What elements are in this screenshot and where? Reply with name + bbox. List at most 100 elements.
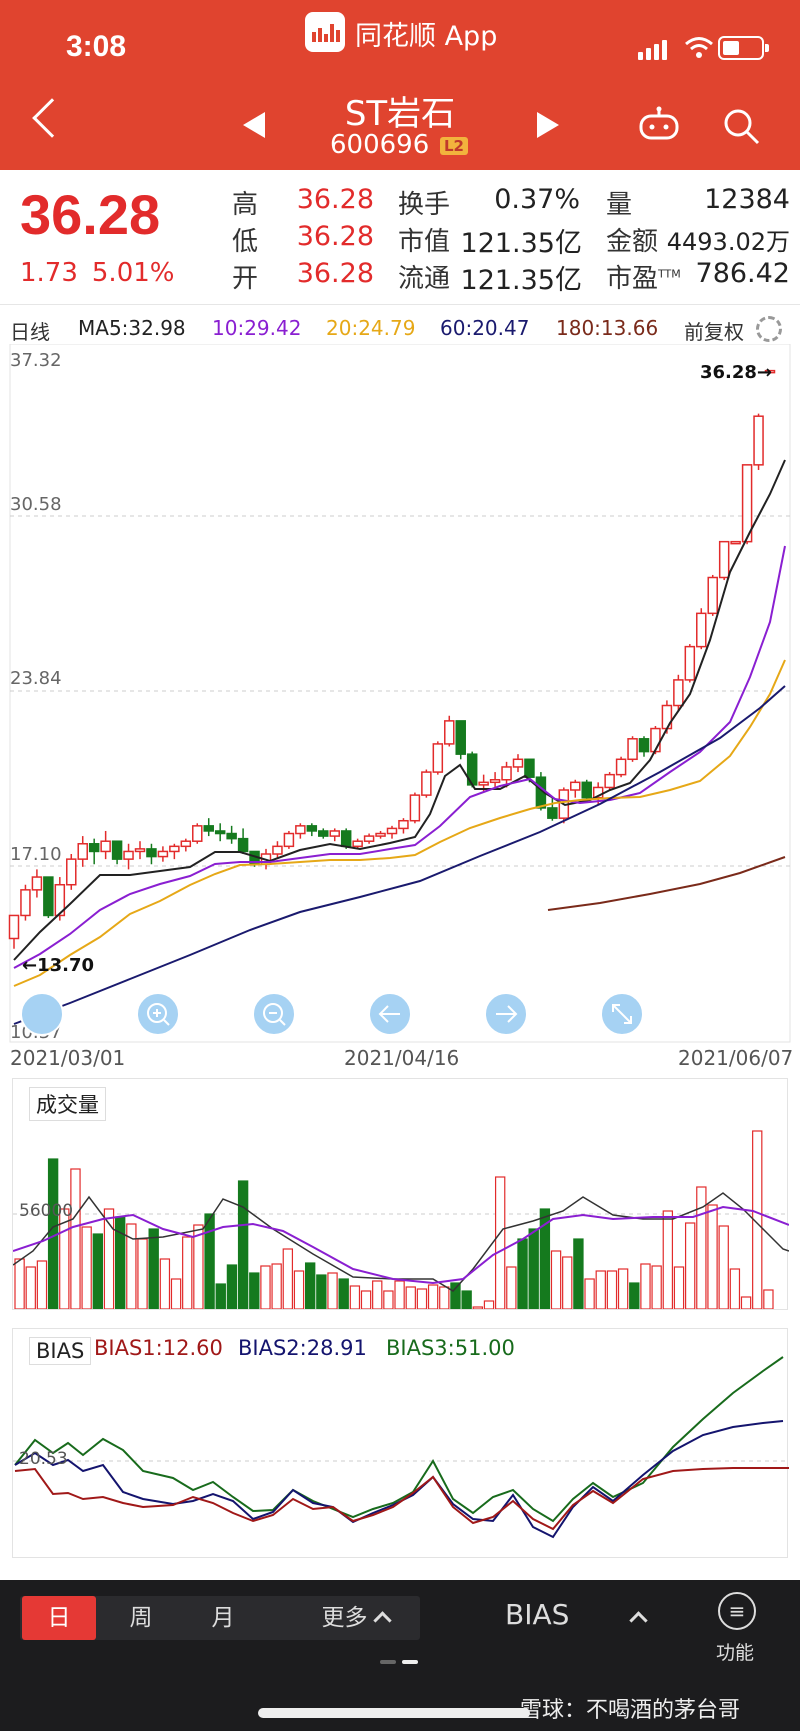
high-value: 36.28 (296, 184, 374, 215)
app-logo-icon (305, 12, 345, 52)
volume-bar (595, 1270, 606, 1309)
volume-bar (606, 1270, 618, 1309)
candle-body (352, 840, 363, 848)
volume-bar (573, 1238, 584, 1309)
volume-bar (617, 1268, 629, 1309)
wifi-icon (685, 37, 713, 58)
candle-body (409, 794, 421, 822)
volume-title: 成交量 (29, 1087, 106, 1121)
candle-body (627, 738, 638, 761)
settings-gear-icon[interactable] (756, 316, 782, 342)
candle-body (88, 843, 100, 853)
period-day-tab[interactable]: 日 (22, 1596, 96, 1640)
adjust-mode-label[interactable]: 前复权 (684, 320, 744, 344)
app-header: 3:08 同花顺 App ST岩石 600696 L2 (0, 0, 800, 170)
candle-body (169, 845, 180, 853)
market-cap-value: 121.35亿 (460, 228, 582, 259)
low-value: 36.28 (296, 221, 374, 252)
indicator-chevron-up-icon[interactable] (629, 1611, 648, 1630)
prev-stock-icon[interactable] (243, 112, 265, 138)
volume-value: 12384 (704, 184, 790, 215)
candle-body (180, 840, 192, 848)
float-cap-value: 121.35亿 (460, 265, 582, 296)
volume-bar (372, 1280, 383, 1309)
candle-body (432, 743, 444, 773)
bias2-label: BIAS2:28.91 (238, 1336, 367, 1360)
candle-body (455, 720, 466, 755)
candle-body (489, 779, 501, 784)
period-week-tab[interactable]: 周 (129, 1605, 153, 1631)
change-percent: 5.01% (91, 258, 175, 288)
low-label: 低 (232, 227, 259, 257)
date-start: 2021/03/01 (10, 1046, 126, 1070)
volume-bar (752, 1130, 763, 1309)
period-month-tab[interactable]: 月 (211, 1605, 235, 1631)
zoom-in-icon[interactable] (136, 992, 180, 1036)
candle-body (192, 825, 203, 842)
low-price-marker: ←13.70 (22, 955, 94, 976)
float-cap-label: 流通 (398, 264, 451, 294)
candle-body (295, 825, 306, 835)
candle-body (123, 850, 134, 860)
candle-body (77, 843, 88, 860)
volume-bar (684, 1222, 696, 1309)
volume-bar (483, 1300, 495, 1309)
home-indicator (258, 1708, 530, 1718)
candle-body (8, 914, 20, 940)
function-label[interactable]: 功能 (716, 1642, 755, 1664)
volume-bar (293, 1270, 305, 1309)
volume-panel[interactable]: 成交量 56000 (12, 1078, 789, 1310)
back-icon[interactable] (32, 98, 72, 138)
next-stock-icon[interactable] (537, 112, 559, 138)
volume-bar (640, 1263, 651, 1309)
candle-body (31, 876, 43, 891)
indicator-select-button[interactable]: BIAS (505, 1598, 570, 1631)
candle-body (375, 832, 386, 837)
volume-bar (629, 1282, 640, 1309)
pan-right-icon[interactable] (484, 992, 528, 1036)
grid-lines (10, 515, 790, 867)
period-label[interactable]: 日线 (10, 320, 50, 344)
candle-body (501, 766, 512, 781)
volume-bar (349, 1285, 361, 1309)
stock-code: 600696 (330, 130, 430, 160)
candle-body (157, 850, 169, 858)
volume-bar (763, 1289, 774, 1309)
bias-panel[interactable]: BIAS 20.53 (12, 1328, 789, 1558)
candle-body (214, 830, 226, 835)
candle-body (283, 832, 295, 848)
crosshair-tool-icon[interactable] (20, 992, 64, 1036)
fullscreen-icon[interactable] (600, 992, 644, 1036)
zoom-out-icon[interactable] (252, 992, 296, 1036)
robot-assistant-icon[interactable] (638, 106, 680, 142)
candle-body (524, 758, 535, 778)
volume-bar (506, 1266, 517, 1309)
ma180-label: 180:13.66 (556, 316, 659, 340)
l2-badge[interactable]: L2 (440, 137, 468, 155)
date-end: 2021/06/07 (678, 1046, 794, 1070)
volume-bar (215, 1283, 226, 1309)
volume-bar (707, 1204, 718, 1309)
y-label-4: 17.10 (10, 844, 62, 865)
divider (0, 304, 800, 305)
volume-bar (249, 1272, 260, 1309)
candle-body (20, 889, 31, 917)
volume-level-label: 56000 (19, 1201, 74, 1221)
search-icon[interactable] (721, 106, 761, 146)
menu-icon[interactable]: ≡ (718, 1592, 756, 1630)
y-label-top: 37.32 (10, 350, 62, 371)
volume-bar (338, 1278, 349, 1309)
candle-body (661, 704, 673, 730)
stock-name: ST岩石 (344, 94, 456, 134)
market-cap-label: 市值 (398, 227, 451, 257)
candlestick-chart[interactable]: 37.32 30.58 23.84 17.10 10.37 36.28→ ←13… (0, 344, 800, 1044)
pe-label-text: 市盈 (606, 264, 659, 294)
volume-bar (304, 1262, 316, 1309)
chart-tools (20, 992, 644, 1036)
volume-bar (405, 1286, 416, 1309)
pan-left-icon[interactable] (368, 992, 412, 1036)
vol-ma10-line (13, 1205, 789, 1285)
more-periods-button[interactable]: 更多 (300, 1596, 410, 1640)
volume-bar (204, 1213, 215, 1309)
volume-bar (103, 1208, 115, 1309)
